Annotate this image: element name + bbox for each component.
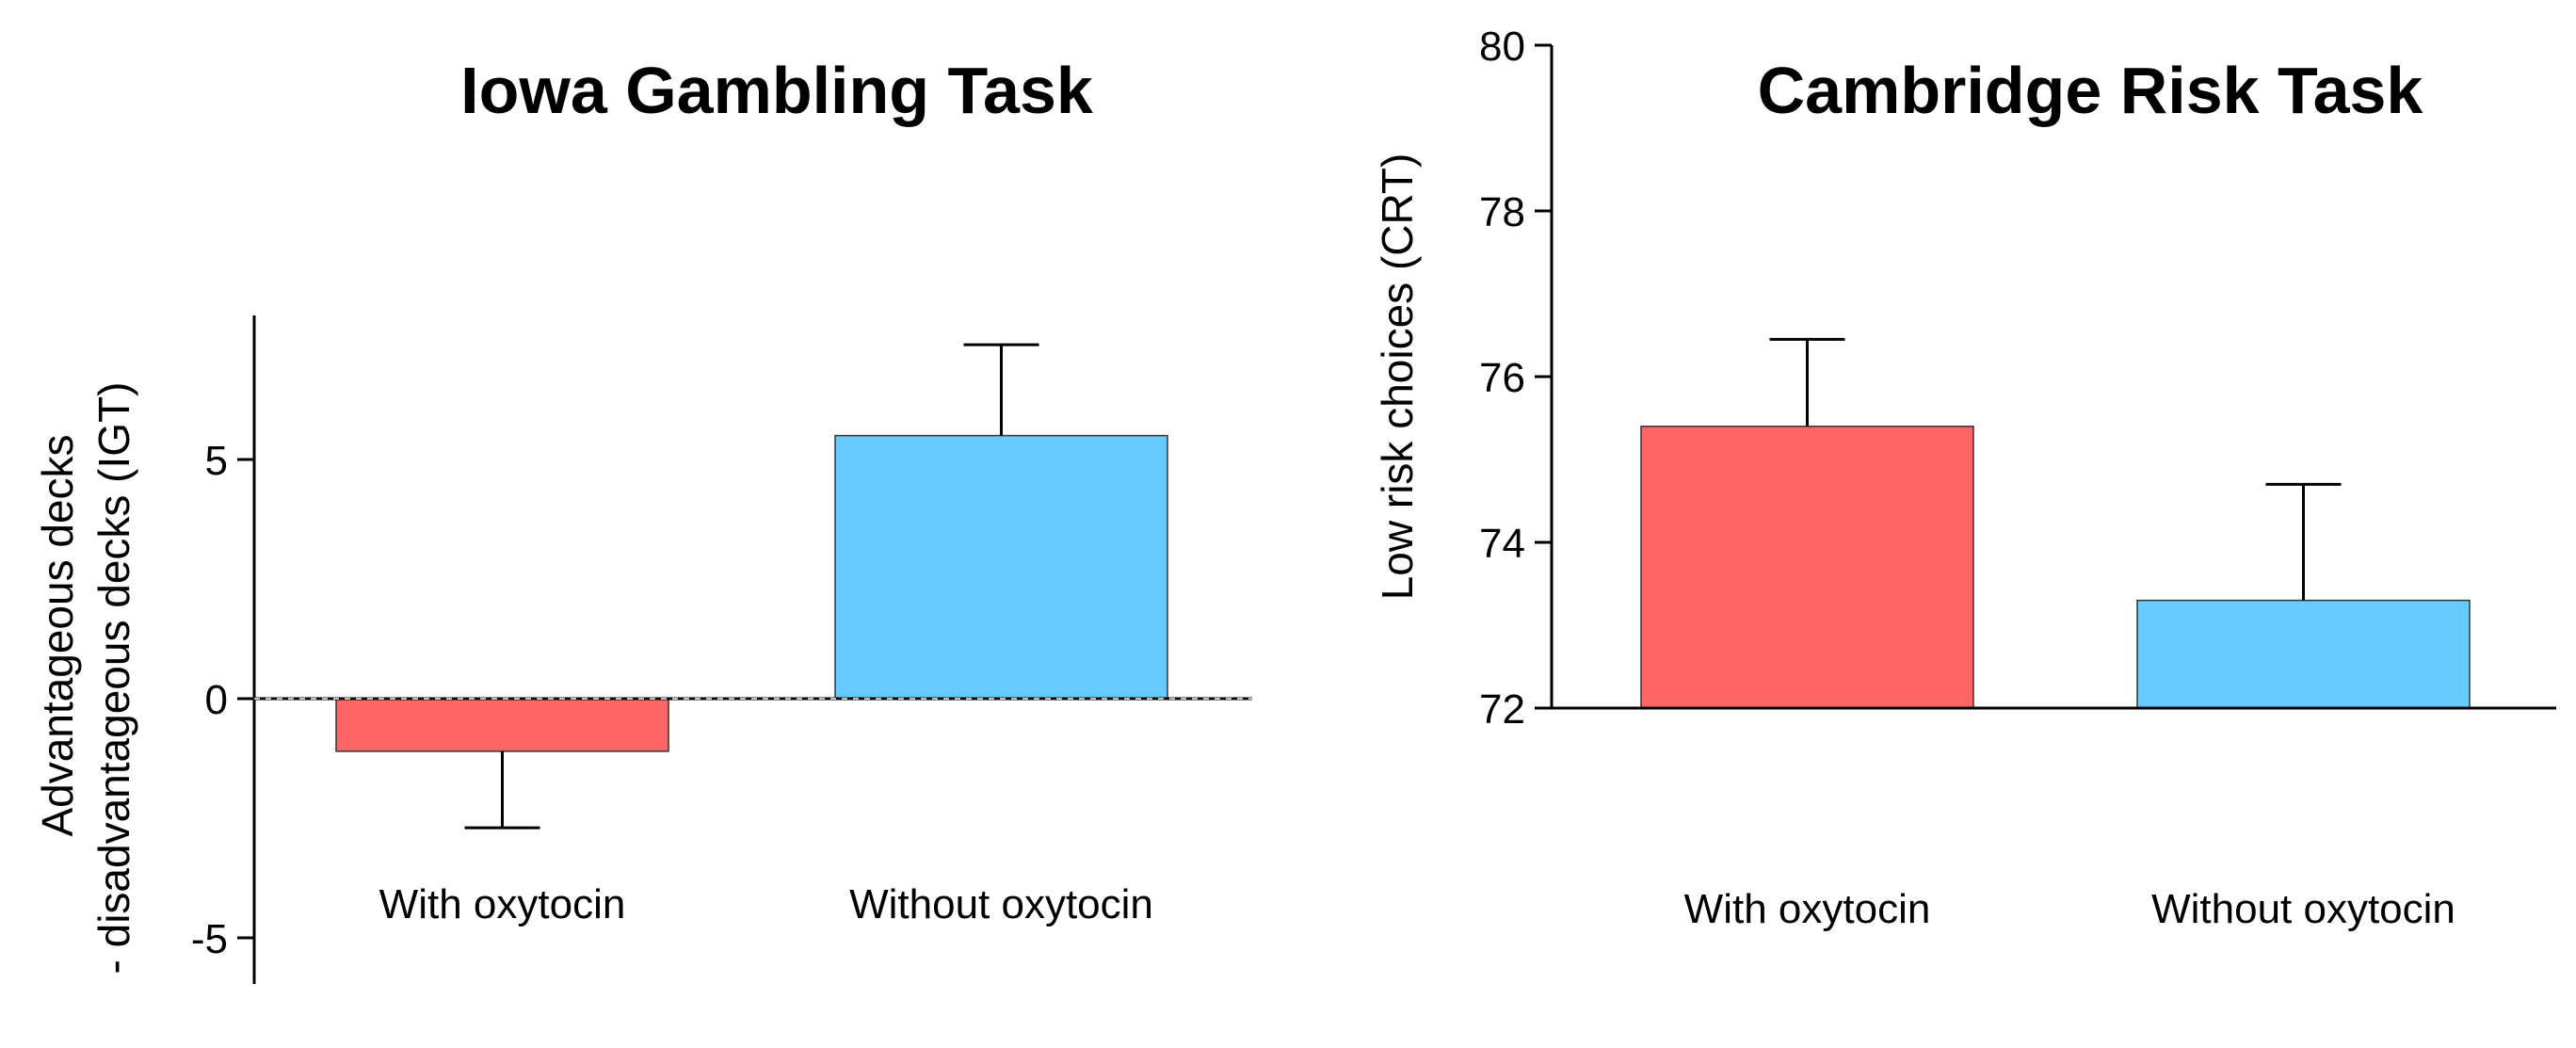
- crt-marks: 72 74 76 78 80 With oxytocin Without oxytocin: [1479, 24, 2556, 932]
- iowa-gambling-task-chart: Iowa Gambling Task Advantageous decks - …: [33, 54, 1252, 984]
- crt-marks-y-tick-label: 76: [1479, 355, 1525, 401]
- crt-marks-y-tick-label: 72: [1479, 686, 1525, 733]
- igt-marks-bar: [834, 434, 1168, 700]
- igt-marks-bar: [335, 698, 669, 752]
- igt-marks-y-tick-label: 5: [205, 438, 228, 484]
- crt-marks-y-tick-label: 80: [1479, 24, 1525, 70]
- igt-marks-y-tick-label: 0: [205, 677, 228, 723]
- crt-marks-y-tick-label: 74: [1479, 521, 1525, 567]
- crt-marks-bar: [2136, 599, 2471, 709]
- igt-marks: -5 0 5 With oxytocin Without oxytocin: [191, 315, 1252, 984]
- crt-title: Cambridge Risk Task: [1758, 54, 2423, 127]
- crt-marks-category-label: With oxytocin: [1684, 886, 1931, 932]
- igt-marks-y-tick-label: -5: [191, 916, 228, 962]
- crt-marks-y-tick-label: 78: [1479, 189, 1525, 235]
- igt-ylabel-line-2: - disadvantageous decks (IGT): [89, 382, 138, 975]
- igt-ylabel-line-1: Advantageous decks: [33, 434, 82, 836]
- crt-ylabel: Low risk choices (CRT): [1373, 153, 1422, 601]
- crt-marks-bar: [1640, 426, 1974, 709]
- igt-title: Iowa Gambling Task: [460, 54, 1093, 127]
- cambridge-risk-task-chart: Cambridge Risk Task Low risk choices (CR…: [1373, 24, 2556, 932]
- igt-marks-category-label: Without oxytocin: [849, 881, 1153, 927]
- crt-marks-category-label: Without oxytocin: [2151, 886, 2455, 932]
- igt-marks-category-label: With oxytocin: [379, 881, 626, 927]
